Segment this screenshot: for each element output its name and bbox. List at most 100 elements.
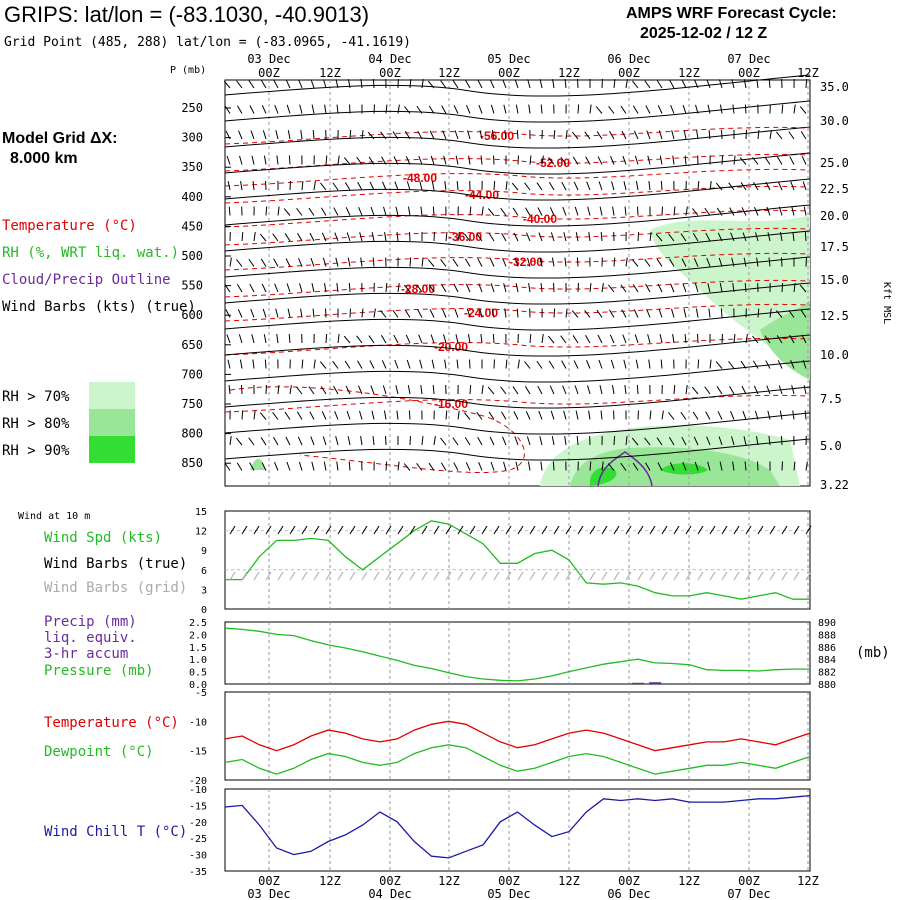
wind-barb: [343, 157, 351, 165]
wind-barb: [620, 105, 627, 114]
wind-barb: [647, 155, 651, 165]
wind-barb: [371, 410, 375, 420]
top-date-tick: 04 Dec: [368, 52, 411, 66]
wind-barb: [478, 104, 483, 114]
wind-barb: [236, 462, 243, 471]
wind-barb-grid: [445, 571, 452, 581]
wind-barb: [409, 257, 412, 267]
wind-chill-label: Wind Chill T (°C): [44, 824, 187, 840]
wind-barb: [453, 283, 459, 293]
wind-barb: [288, 333, 291, 344]
wind-barb: [623, 359, 627, 369]
wind-barb: [753, 385, 759, 395]
wind-barb: [596, 131, 603, 140]
wind-barb: [225, 309, 231, 318]
wind-barb: [609, 334, 615, 344]
wind-barb: [599, 385, 603, 395]
wind-barb: [683, 308, 687, 318]
wind-barb: [681, 436, 687, 446]
wind-barb: [227, 359, 231, 369]
wind-barb: [625, 257, 628, 267]
wind-barb: [235, 437, 243, 446]
wind-barb: [525, 411, 531, 420]
wind-barb: [560, 156, 567, 165]
temperature-contour-label: -16.00: [434, 397, 468, 411]
wind-barb-grid: [301, 571, 308, 581]
wind-barb: [505, 181, 508, 191]
wind-barb-grid: [541, 571, 548, 581]
wind-barb: [236, 80, 243, 89]
wind-barb: [476, 411, 483, 420]
wind-barb: [775, 310, 783, 318]
wind-barb: [369, 181, 375, 191]
rh80-area: [760, 300, 810, 380]
wind-barb: [584, 131, 591, 140]
height-tick: 3.22: [820, 478, 849, 492]
wind-barb: [744, 104, 747, 114]
wind-barb: [597, 156, 603, 165]
wind-barb: [668, 233, 675, 242]
legend-temperature: Temperature (°C): [2, 218, 137, 234]
wind-barb: [320, 386, 327, 395]
wind-barb: [596, 309, 603, 318]
wind-barb-grid: [685, 571, 692, 581]
isentrope-line: [224, 334, 811, 357]
wind-barb: [348, 461, 351, 471]
wind-barb: [757, 308, 760, 318]
wind-barb: [610, 156, 615, 165]
wind-barb: [490, 104, 495, 114]
wind-barb: [574, 385, 579, 395]
wind-barb: [501, 411, 507, 420]
isentrope-line: [224, 126, 811, 149]
wind-barb: [684, 333, 687, 344]
wind-barb: [632, 80, 639, 89]
wind-barb: [793, 461, 796, 471]
pressure-label: Pressure (mb): [44, 663, 154, 679]
wind-barb: [548, 157, 555, 165]
wind-barb: [409, 78, 412, 89]
precip-label: Precip (mm): [44, 614, 137, 630]
wind-barb: [565, 308, 568, 318]
wind-barb: [308, 386, 315, 395]
wind-barb: [753, 181, 759, 191]
wind-barb-grid: [325, 571, 332, 581]
wind-barb: [632, 462, 639, 471]
wind-barb: [477, 436, 483, 446]
wind-barb: [600, 410, 603, 420]
wind-barb: [620, 462, 627, 471]
wind-barb: [236, 259, 243, 267]
wind-barb: [637, 231, 640, 242]
wind-barb: [540, 461, 543, 471]
wind-speed-line: [225, 520, 810, 600]
wind-barb: [740, 360, 747, 369]
wind-barb: [656, 80, 663, 89]
wind-barb: [768, 78, 771, 89]
isentrope-line: [224, 386, 811, 409]
wind-barb: [248, 437, 255, 446]
wind-barb: [261, 283, 267, 293]
wind-barb-true: [313, 525, 320, 535]
wind-barb: [324, 104, 327, 114]
wind-barb: [625, 436, 628, 446]
wind-barb-true: [241, 525, 248, 535]
wind-barb: [527, 257, 531, 267]
wind-barb: [297, 436, 303, 446]
wind-barb: [248, 258, 255, 267]
wind-barb: [335, 436, 339, 446]
wind-barb-grid: [421, 571, 428, 581]
wind-barb: [529, 333, 532, 344]
wind-barb: [745, 334, 748, 344]
wind-barb: [767, 410, 771, 420]
wind-barb: [732, 461, 735, 471]
legend-cloud: Cloud/Precip Outline: [2, 272, 171, 288]
wind-barbs-true-label: Wind Barbs (true): [44, 556, 187, 572]
wind-barb: [357, 360, 363, 369]
wind-barb: [527, 79, 531, 89]
wind-barb: [241, 410, 244, 420]
wind-barb-grid: [229, 571, 236, 581]
wind-barb: [323, 461, 327, 471]
wind-barb: [476, 233, 483, 242]
wind-barb: [493, 180, 496, 191]
wind-barb: [272, 412, 279, 420]
wind-barb: [416, 463, 423, 471]
